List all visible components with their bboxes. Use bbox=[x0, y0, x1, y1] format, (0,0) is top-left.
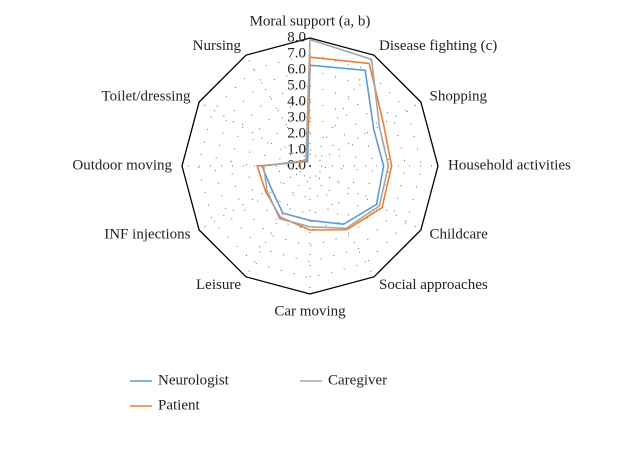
series-line bbox=[262, 38, 390, 230]
category-label: Moral support (a, b) bbox=[250, 13, 371, 29]
r-tick-label: 1.0 bbox=[287, 141, 306, 157]
spoke bbox=[198, 165, 311, 231]
category-label: Leisure bbox=[196, 277, 241, 293]
category-label: Social approaches bbox=[379, 277, 488, 293]
category-label: Toilet/dressing bbox=[102, 88, 191, 104]
category-label: Car moving bbox=[274, 303, 346, 319]
category-label: Disease fighting (c) bbox=[379, 38, 497, 54]
category-label: Shopping bbox=[430, 88, 488, 104]
legend-label: Patient bbox=[158, 397, 200, 413]
outer-frame bbox=[181, 37, 439, 295]
spoke bbox=[309, 165, 422, 231]
category-label: Household activities bbox=[448, 157, 571, 173]
category-label: Nursing bbox=[193, 38, 242, 54]
category-label: Childcare bbox=[430, 226, 489, 242]
series-line bbox=[256, 56, 393, 231]
spoke bbox=[245, 165, 311, 278]
r-tick-label: 2.0 bbox=[287, 125, 306, 141]
r-tick-label: 7.0 bbox=[287, 45, 306, 61]
category-label: INF injections bbox=[104, 226, 190, 242]
category-label: Outdoor moving bbox=[72, 157, 172, 173]
legend-label: Caregiver bbox=[328, 372, 387, 388]
r-tick-label: 8.0 bbox=[287, 29, 306, 45]
spoke bbox=[309, 54, 375, 167]
spoke bbox=[309, 101, 422, 167]
r-tick-label: 6.0 bbox=[287, 61, 306, 77]
r-tick-label: 4.0 bbox=[287, 93, 306, 109]
r-tick-label: 5.0 bbox=[287, 77, 306, 93]
legend-label: Neurologist bbox=[158, 372, 230, 388]
r-tick-label: 3.0 bbox=[287, 109, 306, 125]
